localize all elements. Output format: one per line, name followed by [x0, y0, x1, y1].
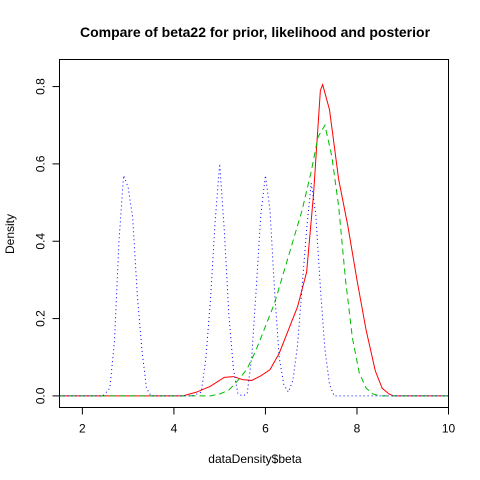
x-axis-label: dataDensity$beta [208, 452, 302, 466]
y-axis-label: Density [3, 214, 17, 254]
y-tick-label: 0.8 [34, 78, 48, 95]
x-axis: 2 4 6 8 10 [79, 407, 456, 436]
y-tick-label: 0.2 [34, 310, 48, 327]
x-tick-label: 10 [442, 422, 456, 436]
x-tick-label: 2 [79, 422, 86, 436]
series-line-1 [59, 83, 449, 397]
y-tick-label: 0.6 [34, 155, 48, 172]
y-axis: 0.0 0.2 0.4 0.6 0.8 [34, 78, 60, 404]
x-tick-label: 4 [171, 422, 178, 436]
series-layer [59, 83, 449, 397]
series-line-3 [59, 163, 449, 397]
y-tick-label: 0.4 [34, 233, 48, 250]
y-tick-label: 0.0 [34, 387, 48, 404]
x-tick-label: 6 [262, 422, 269, 436]
x-tick-label: 8 [354, 422, 361, 436]
series-line-2 [59, 123, 449, 397]
chart-title: Compare of beta22 for prior, likelihood … [80, 24, 431, 40]
